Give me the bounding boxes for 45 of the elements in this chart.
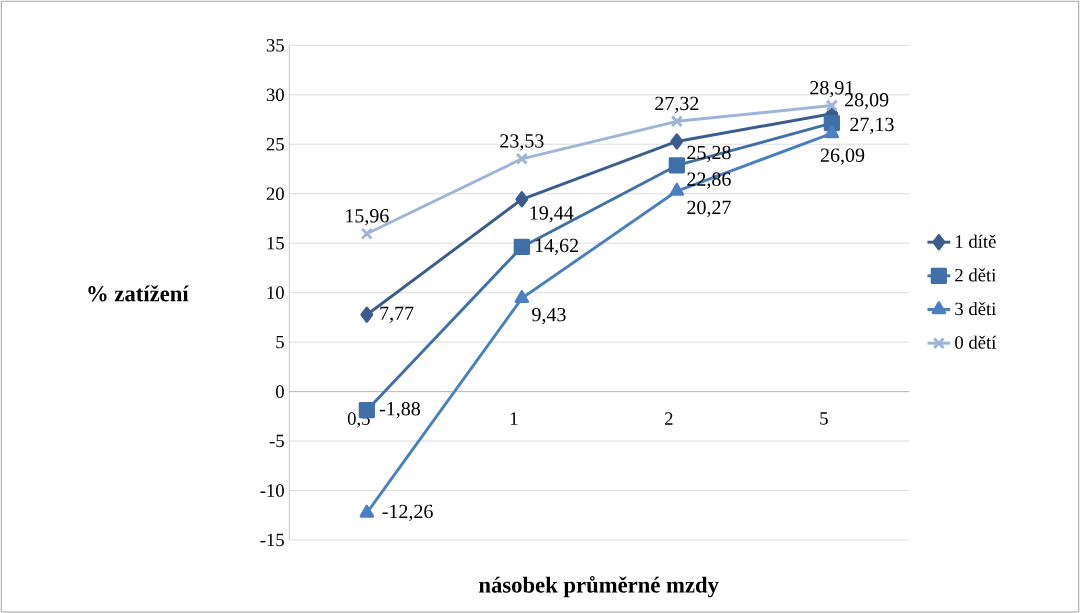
data-label: 7,77 [380,306,414,323]
y-tick-label: -5 [269,434,284,448]
point [513,238,530,255]
data-label: 14,62 [535,238,578,255]
y-tick-label: 25 [266,137,284,151]
data-label: 23,53 [500,134,544,151]
point [360,227,374,240]
x-tick-label: 5 [820,412,828,425]
data-label: 27,32 [655,96,699,113]
data-label: 20,27 [687,200,731,217]
data-label: 19,44 [530,206,574,223]
y-tick-label: 15 [267,236,284,250]
point [360,306,374,323]
point [824,125,840,139]
point [670,114,684,128]
point [515,190,529,208]
point [669,182,685,196]
x-tick-label: 1 [510,412,518,425]
x-axis-title: násobek průměrné mzdy [479,575,719,598]
y-tick-label: 5 [276,335,284,349]
legend-label: 3 děti [955,301,997,316]
data-label: 15,96 [346,208,389,226]
y-axis-title: % zatížení [88,285,189,302]
data-label: -12,26 [382,504,433,521]
point [668,157,685,174]
legend-label: 0 dětí [955,335,997,349]
y-tick-label: 35 [266,38,284,52]
legend-label: 2 děti [955,268,997,282]
y-tick-label: 20 [266,187,284,200]
data-label: -1,88 [379,401,421,419]
y-tick-label: 0 [276,385,284,398]
y-tick-label: -15 [260,533,284,547]
y-tick-label: -10 [260,484,284,497]
point [359,504,375,518]
point [670,133,684,150]
point [515,152,529,165]
data-label: 26,09 [820,148,865,165]
point [825,99,839,112]
y-tick-label: 30 [266,88,284,101]
point [514,290,530,303]
x-tick-label: 2 [664,412,673,425]
y-tick-label: 10 [267,286,284,299]
legend-label: 1 dítě [956,234,996,248]
data-label: 27,13 [850,117,894,134]
data-label: 9,43 [532,307,566,325]
